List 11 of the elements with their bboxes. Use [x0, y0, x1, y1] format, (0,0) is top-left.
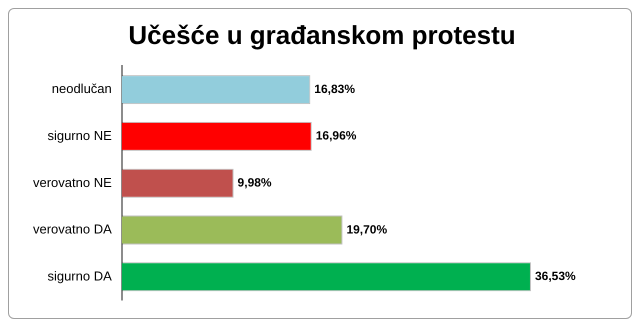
y-tick-label: sigurno NE	[47, 128, 112, 143]
y-tick-label: sigurno DA	[47, 268, 112, 284]
chart-title: Učešće u građanskom protestu	[128, 20, 516, 50]
data-label: 16,83%	[314, 82, 356, 96]
data-label: 36,53%	[534, 269, 576, 284]
data-label: 16,96%	[316, 128, 357, 143]
data-label: 9,98%	[238, 176, 272, 190]
y-tick-label: neodlučan	[52, 81, 112, 96]
data-label: 19,70%	[346, 222, 388, 236]
y-tick-label: verovatno NE	[32, 174, 112, 190]
y-tick-label: verovatno DA	[32, 222, 112, 237]
